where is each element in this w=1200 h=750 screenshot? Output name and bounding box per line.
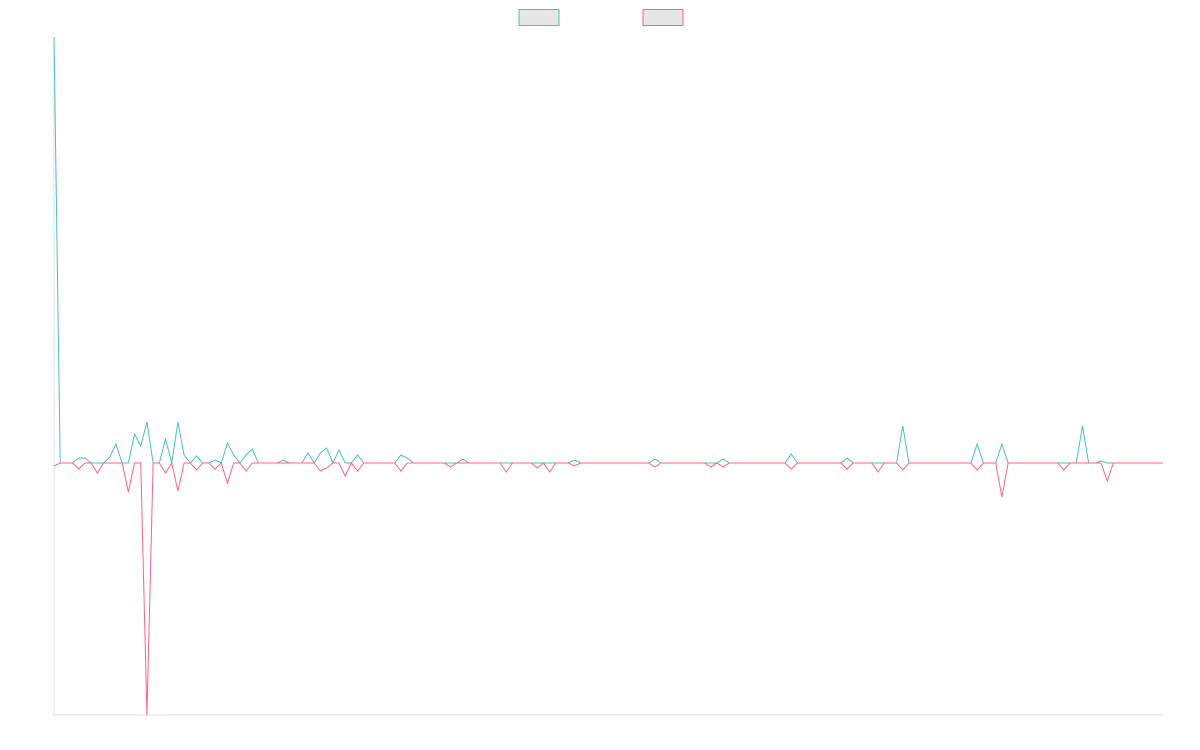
line-series bbox=[53, 36, 1163, 465]
line-series bbox=[53, 461, 1163, 716]
legend-swatch bbox=[518, 9, 560, 26]
legend-swatch bbox=[642, 9, 684, 26]
